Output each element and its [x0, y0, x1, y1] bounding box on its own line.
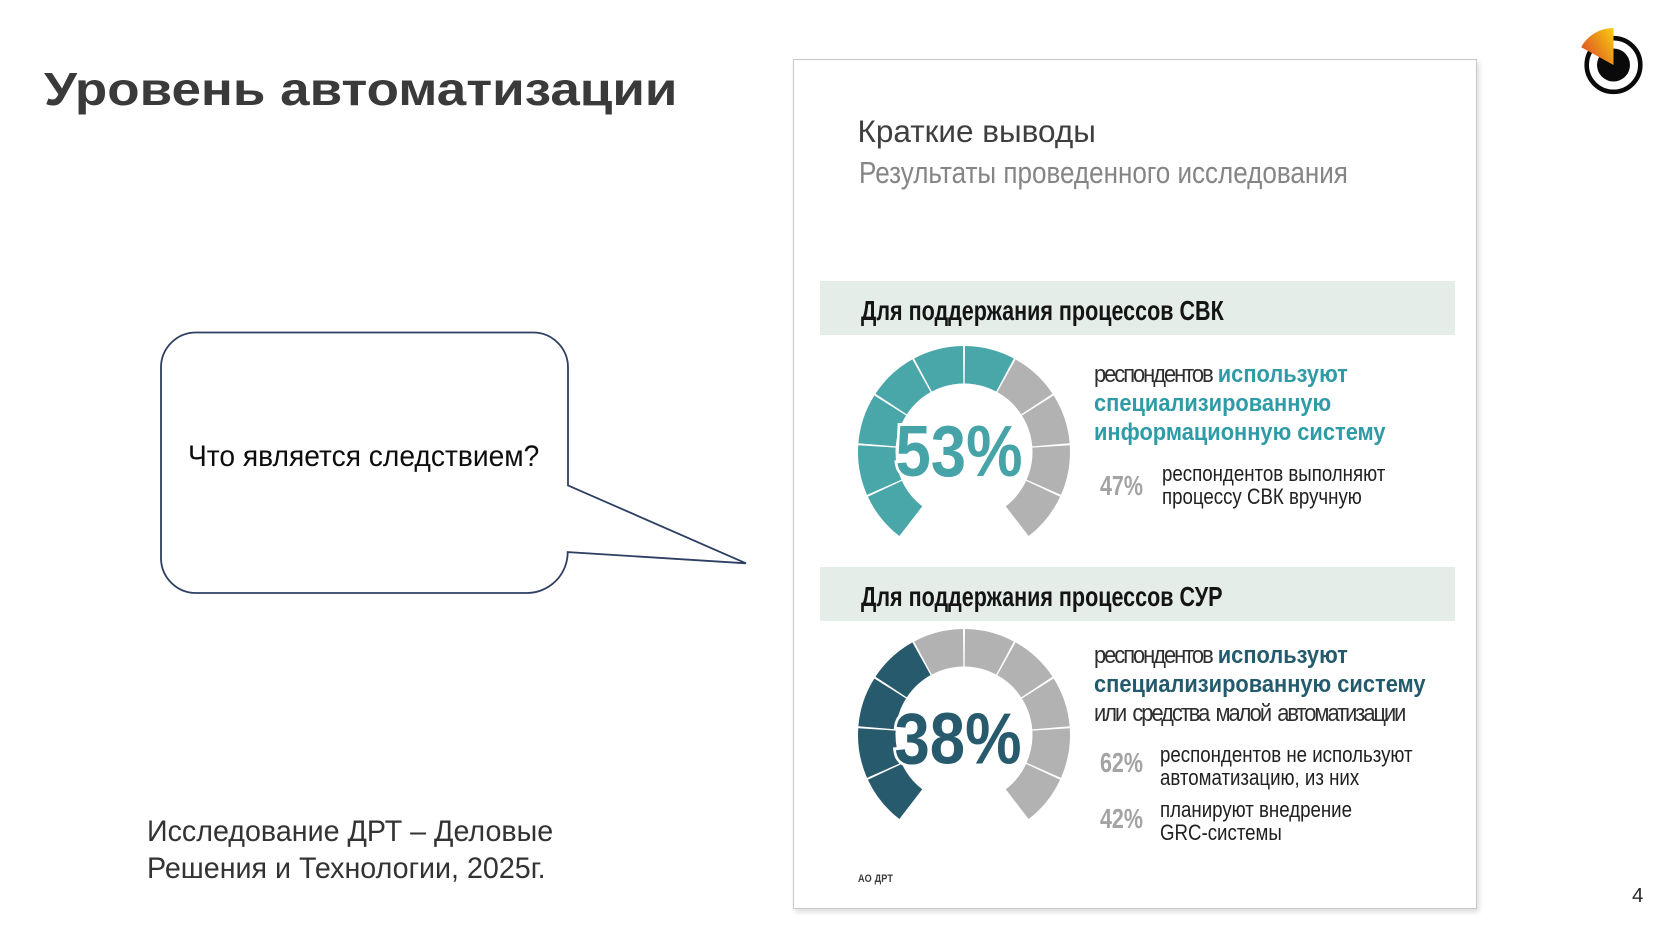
svg-text:53%: 53% [896, 412, 1023, 492]
svg-text:38%: 38% [895, 700, 1022, 780]
